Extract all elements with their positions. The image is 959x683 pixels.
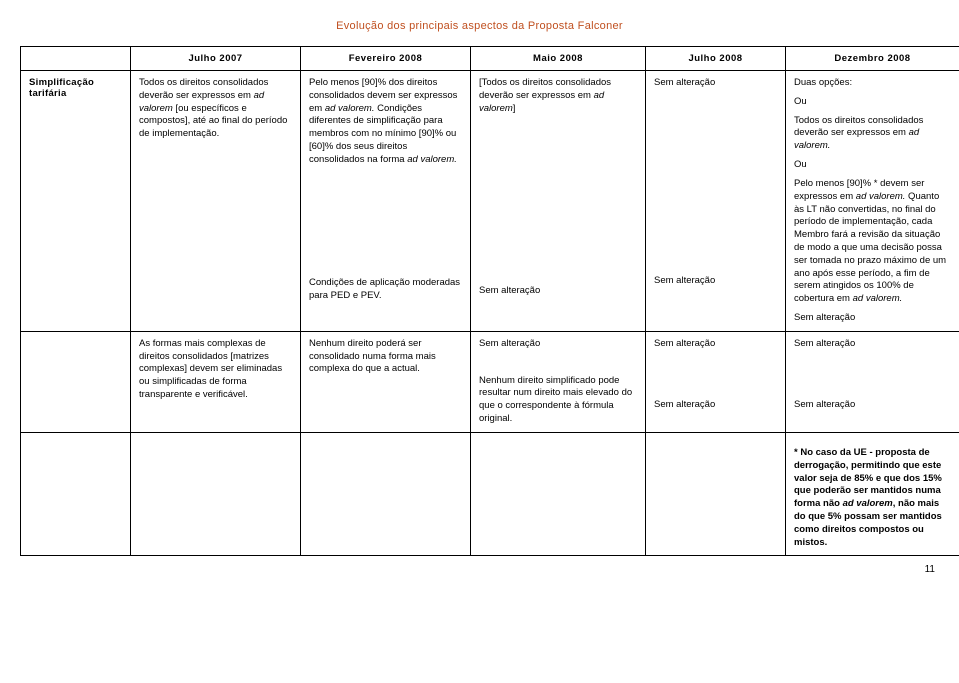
text-italic: ad valorem <box>843 498 893 509</box>
table-row: Simplificação tarifária Todos os direito… <box>21 71 959 332</box>
cell-dec2008-b: Sem alteração Sem alteração <box>786 331 959 432</box>
text: Sem alteração <box>654 77 777 90</box>
cell-may2008-b: Sem alteração Nenhum direito simplificad… <box>471 331 646 432</box>
evolution-table: Julho 2007 Fevereiro 2008 Maio 2008 Julh… <box>20 46 959 556</box>
col-feb2008: Fevereiro 2008 <box>301 47 471 71</box>
text: Sem alteração <box>654 338 777 351</box>
text: Nenhum direito simplificado pode resulta… <box>479 375 637 426</box>
col-jul2008: Julho 2008 <box>646 47 786 71</box>
cell-footnote: * No caso da UE - proposta de derrogação… <box>786 432 959 556</box>
col-may2008: Maio 2008 <box>471 47 646 71</box>
page-number: 11 <box>20 564 939 575</box>
text: Ou <box>794 159 951 172</box>
cell-jul2007: Todos os direitos consolidados deverão s… <box>131 71 301 332</box>
cell-dec2008: Duas opções: Ou Todos os direitos consol… <box>786 71 959 332</box>
cell-jul2007-b: As formas mais complexas de direitos con… <box>131 331 301 432</box>
text: Sem alteração <box>479 338 637 351</box>
empty <box>646 432 786 556</box>
text-italic: ad valorem. <box>325 103 375 114</box>
page-title: Evolução dos principais aspectos da Prop… <box>20 20 939 32</box>
empty <box>131 432 301 556</box>
text: Quanto às LT não convertidas, no final d… <box>794 191 946 305</box>
text: Sem alteração <box>794 312 951 325</box>
col-dec2008: Dezembro 2008 <box>786 47 959 71</box>
text: Ou <box>794 96 951 109</box>
text: [Todos os direitos consolidados deverão … <box>479 77 611 101</box>
cell-jul2008-b: Sem alteração Sem alteração <box>646 331 786 432</box>
text: As formas mais complexas de direitos con… <box>139 338 292 402</box>
text-italic: ad valorem. <box>407 154 457 165</box>
col-jul2007: Julho 2007 <box>131 47 301 71</box>
table-row: As formas mais complexas de direitos con… <box>21 331 959 432</box>
cell-feb2008-b: Nenhum direito poderá ser consolidado nu… <box>301 331 471 432</box>
text: Sem alteração <box>479 285 637 298</box>
cell-may2008: [Todos os direitos consolidados deverão … <box>471 71 646 332</box>
text: ] <box>513 103 516 114</box>
text: Sem alteração <box>654 399 777 412</box>
empty <box>471 432 646 556</box>
text-italic: ad valorem. <box>856 191 906 202</box>
text: Nenhum direito poderá ser consolidado nu… <box>309 338 462 376</box>
col-blank <box>21 47 131 71</box>
text: Todos os direitos consolidados deverão s… <box>794 115 923 139</box>
table-row: * No caso da UE - proposta de derrogação… <box>21 432 959 556</box>
text: Sem alteração <box>794 338 951 351</box>
empty <box>301 432 471 556</box>
row-label-empty <box>21 331 131 432</box>
text: Duas opções: <box>794 77 951 90</box>
empty <box>21 432 131 556</box>
cell-jul2008: Sem alteração Sem alteração <box>646 71 786 332</box>
text: Sem alteração <box>794 399 951 412</box>
text: Sem alteração <box>654 275 777 288</box>
text-italic: ad valorem. <box>853 293 903 304</box>
text: Condições de aplicação moderadas para PE… <box>309 277 462 303</box>
text: Todos os direitos consolidados deverão s… <box>139 77 268 101</box>
table-header-row: Julho 2007 Fevereiro 2008 Maio 2008 Julh… <box>21 47 959 71</box>
row-label: Simplificação tarifária <box>21 71 131 332</box>
cell-feb2008: Pelo menos [90]% dos direitos consolidad… <box>301 71 471 332</box>
